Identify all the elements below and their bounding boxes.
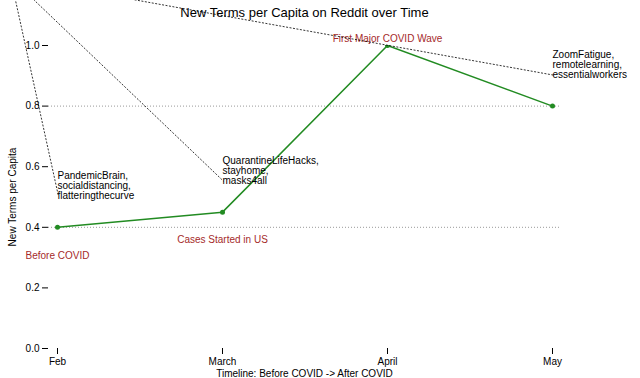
- svg-text:1.0: 1.0: [26, 40, 40, 51]
- svg-text:Timeline: Before COVID -> Afte: Timeline: Before COVID -> After COVID: [216, 368, 393, 378]
- svg-text:QuarantineLifeHacks,stayhome,m: QuarantineLifeHacks,stayhome,masks4all: [223, 155, 319, 186]
- svg-text:0.6: 0.6: [26, 161, 40, 172]
- svg-text:0.8: 0.8: [25, 100, 40, 112]
- svg-text:Before COVID: Before COVID: [26, 250, 90, 261]
- svg-text:March: March: [209, 356, 237, 367]
- svg-text:0.0: 0.0: [26, 343, 40, 354]
- svg-text:Cases Started in US: Cases Started in US: [177, 234, 268, 245]
- svg-text:New Terms per Capita: New Terms per Capita: [7, 147, 18, 246]
- svg-text:ZoomFatigue,remotelearning,ess: ZoomFatigue,remotelearning,essentialwork…: [553, 49, 627, 80]
- svg-text:April: April: [377, 356, 397, 367]
- svg-text:0.2: 0.2: [26, 282, 40, 293]
- svg-text:0.4: 0.4: [26, 222, 40, 233]
- svg-text:PandemicBrain,socialdistancing: PandemicBrain,socialdistancing,flatterin…: [58, 170, 135, 201]
- svg-text:May: May: [543, 356, 562, 367]
- svg-text:Feb: Feb: [49, 356, 67, 367]
- svg-text:New Terms per Capita on Reddit: New Terms per Capita on Reddit over Time: [180, 5, 428, 20]
- svg-text:First Major COVID Wave: First Major COVID Wave: [332, 32, 443, 44]
